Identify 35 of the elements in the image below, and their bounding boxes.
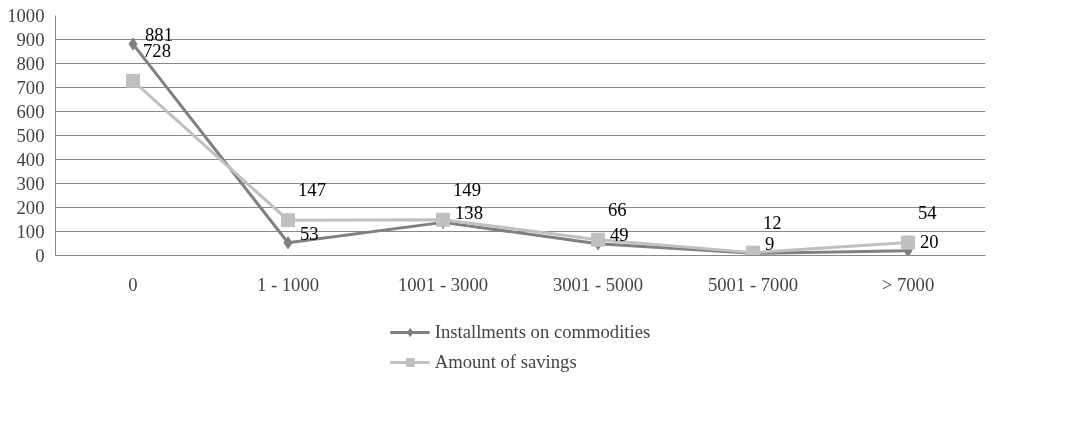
y-tick-label: 600 (16, 101, 45, 122)
point (591, 232, 605, 247)
point (283, 236, 293, 250)
y-tick-label: 200 (16, 197, 45, 218)
x-tick-label: 1 - 1000 (256, 273, 320, 295)
data-label: 49 (610, 223, 629, 245)
legend-label: Amount of savings (434, 351, 577, 373)
x-tick-label: 1001 - 3000 (397, 273, 489, 295)
y-tick-label: 800 (16, 53, 45, 74)
data-label: 147 (298, 179, 326, 201)
y-tick-label: 900 (16, 29, 45, 50)
data-label: 66 (608, 198, 627, 220)
y-tick-label: 400 (16, 149, 45, 170)
data-label: 53 (300, 222, 319, 244)
y-tick-label: 100 (16, 221, 45, 242)
point (901, 235, 915, 250)
data-label: 9 (765, 233, 775, 255)
data-label: 54 (918, 201, 938, 223)
data-label: 20 (920, 230, 939, 252)
x-tick-label: 0 (128, 273, 138, 295)
data-label: 138 (455, 202, 483, 224)
point (128, 37, 138, 51)
data-label: 12 (763, 211, 782, 233)
x-tick-label: 3001 - 5000 (552, 273, 644, 295)
x-tick-label: > 7000 (881, 273, 935, 295)
y-tick-label: 0 (35, 245, 45, 266)
y-tick-label: 300 (16, 173, 45, 194)
x-tick-label: 5001 - 7000 (707, 273, 799, 295)
data-label: 149 (453, 178, 481, 200)
point (281, 213, 295, 228)
legend-label: Installments on commodities (434, 321, 651, 343)
y-tick-label: 700 (16, 77, 45, 98)
y-tick-label: 500 (16, 125, 45, 146)
y-tick-label: 1000 (7, 5, 45, 26)
point (126, 73, 140, 88)
